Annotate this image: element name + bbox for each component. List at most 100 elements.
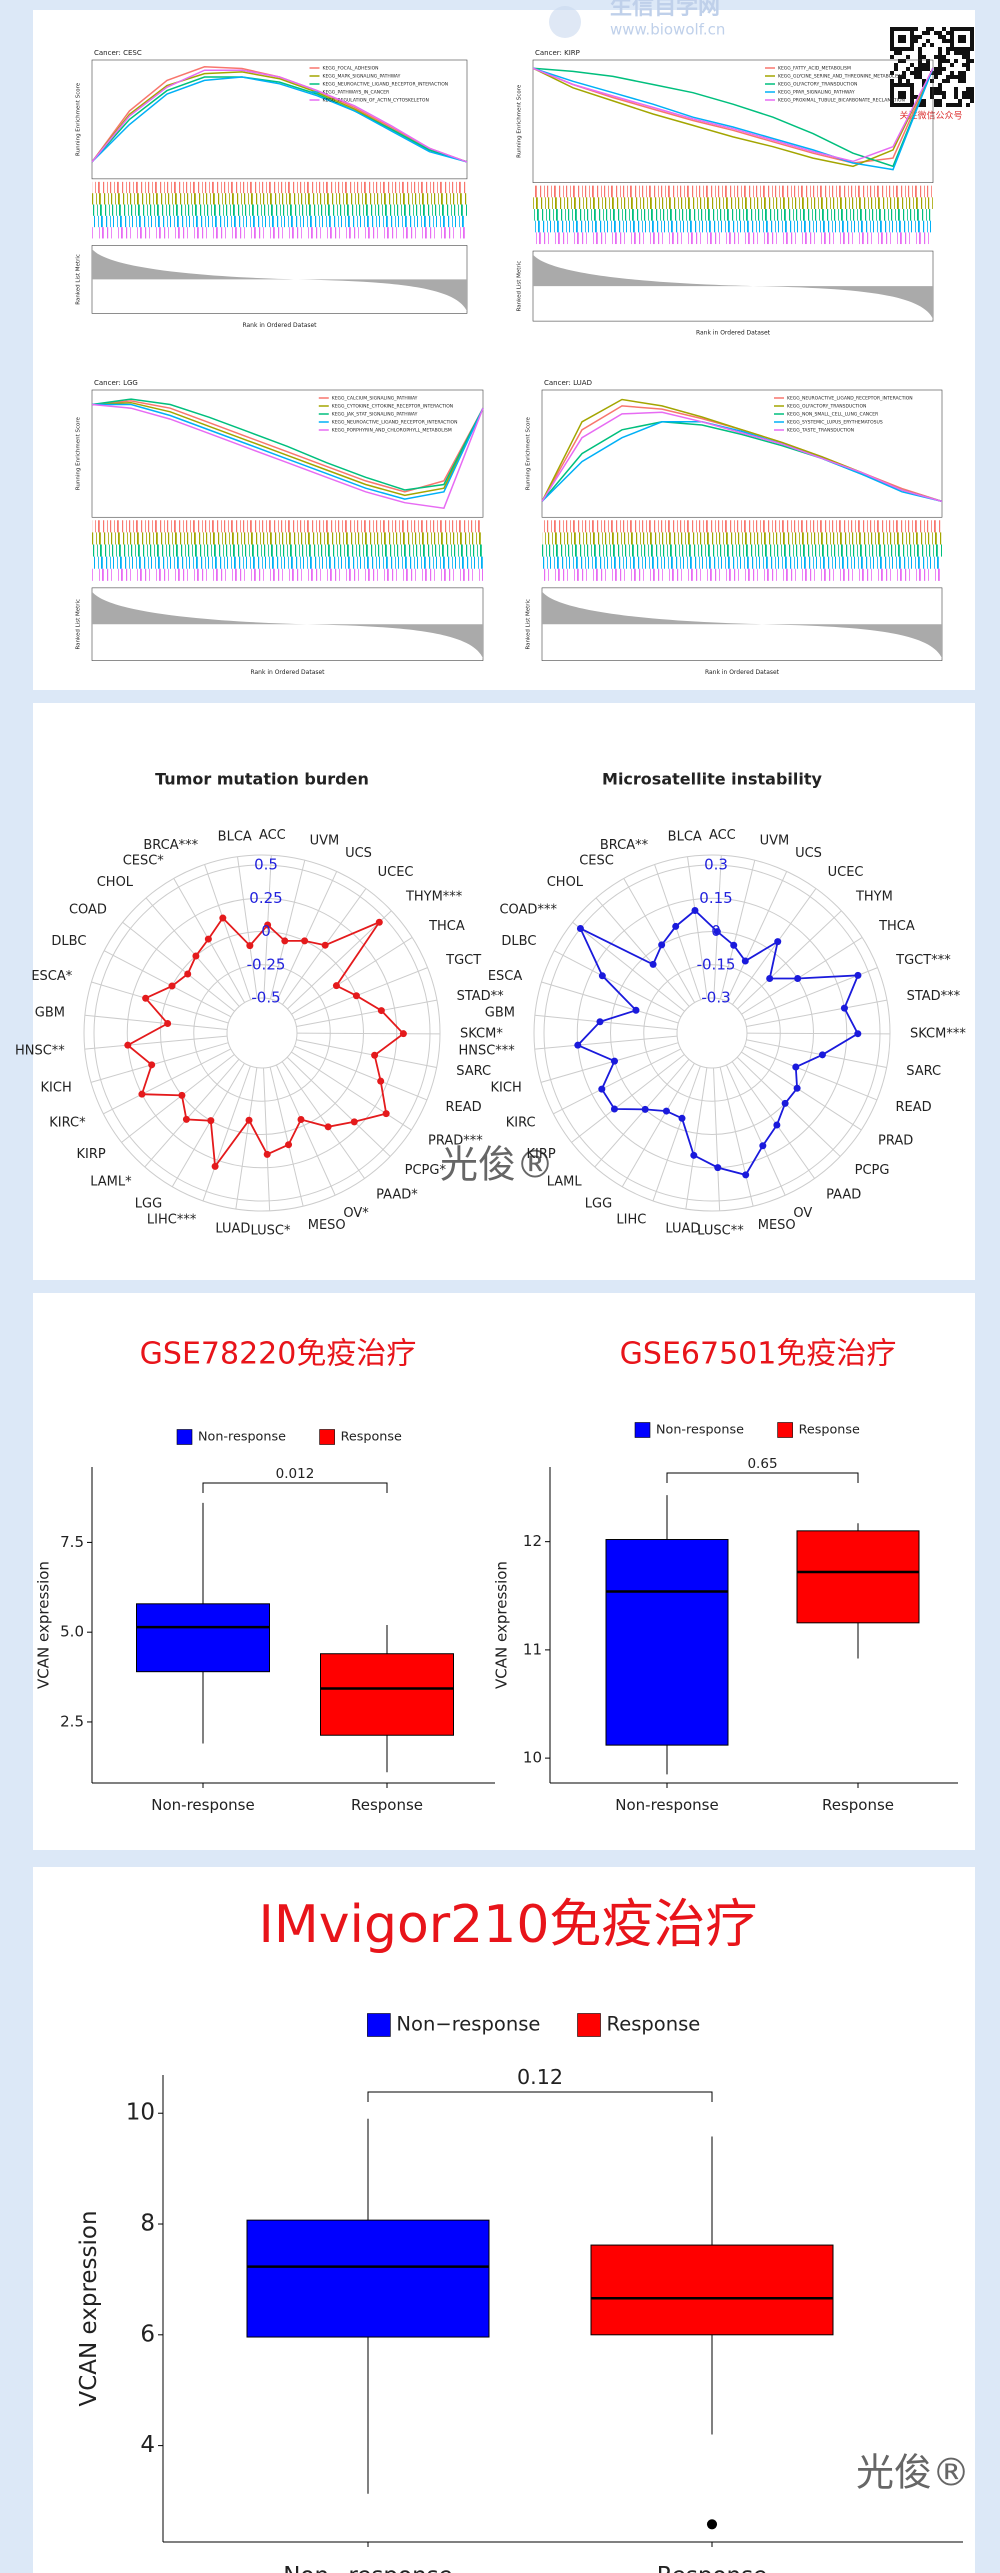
radar-line [126,916,405,1169]
radar-point [759,1142,767,1150]
legend-label: KEGG_TASTE_TRANSDUCTION [787,428,854,434]
legend-label: KEGG_NEUROACTIVE_LIGAND_RECEPTOR_INTERAC… [787,396,913,402]
y-axis-label: Running Enrichment Score [76,82,82,156]
x-axis-label: Rank in Ordered Dataset [705,669,780,676]
ranked-metric [92,591,483,659]
radar-point [285,1141,293,1149]
category-label: THYM [855,890,893,905]
spoke [90,1042,229,1083]
spoke [269,860,306,1000]
category-label: KIRP [77,1147,106,1162]
spoke [235,1067,258,1210]
category-label: UVM [310,833,340,848]
radar-point [598,1085,606,1093]
ranked-metric [92,248,467,312]
y-axis-label: Running Enrichment Score [526,416,532,490]
category-label: PRAD [878,1133,913,1148]
spoke [553,1048,682,1115]
radar-point [598,972,606,980]
radar-point [264,921,272,929]
hit-barcode [92,193,467,205]
radar-point [324,1123,332,1131]
chart-title: IMvigor210免疫治疗 [259,1895,758,1955]
radar-point [840,1004,848,1012]
y-tick-label: 2.5 [60,1712,84,1730]
spoke [534,1014,678,1031]
radar-point [178,1091,186,1099]
radar-point [164,1020,172,1028]
qr-code [888,25,975,108]
radar-point [632,1006,640,1014]
legend-swatch [176,1429,193,1445]
radar-point [382,1110,390,1118]
legend-label: KEGG_NEUROACTIVE_LIGAND_RECEPTOR_INTERAC… [323,82,449,88]
category-label: DLBC [501,934,536,949]
spoke [623,878,696,1003]
legend-label: Non−response [396,2013,540,2036]
legend-label: Response [607,2013,701,2036]
grid-circle [576,897,848,1169]
hit-barcode [92,556,483,569]
category-label: PCPG* [405,1163,447,1178]
category-label: PRAD*** [428,1133,483,1148]
legend-label: KEGG_SYSTEMIC_LUPUS_ERYTHEMATOSUS [787,420,883,426]
ranked-metric [542,591,942,659]
box-panel [33,1867,975,2573]
radar-point [245,1116,253,1124]
spoke [291,937,413,1015]
spoke [296,1039,437,1069]
y-tick-label: 6 [140,2321,155,2347]
radar-line [576,909,860,1176]
grid-outer [83,854,441,1212]
radar-point [713,928,721,936]
radar-point [691,907,699,915]
es-line [91,398,484,491]
hit-barcode [542,532,942,545]
category-label: CHOL [97,875,134,890]
category-label: HNSC*** [458,1043,515,1058]
category-label: SKCM* [460,1026,503,1041]
spoke [534,1035,678,1050]
es-line [92,403,484,500]
category-label: ACC [259,828,286,843]
hit-barcode [92,520,483,533]
hit-barcode [92,544,483,557]
grid-circle [126,897,398,1169]
watermark-name: 生信自学网 [610,0,720,20]
hit-barcode [92,215,467,228]
radar-point [641,1105,649,1113]
y-tick-label: 12 [523,1532,542,1550]
legend-label: KEGG_PROXIMAL_TUBULE_BICARBONATE_RECLAMA… [778,98,905,104]
radar-point [297,1115,305,1123]
grid-circle [543,864,881,1202]
category-label: KIRC [506,1115,536,1130]
radar-point [854,971,862,979]
y-axis-label: VCAN expression [76,2210,102,2406]
radar-point [730,941,738,949]
legend-swatch [577,2013,601,2037]
spoke [202,1065,251,1202]
category-label: LUSC** [697,1223,744,1238]
radar-point [301,937,309,945]
r-tick-label: -0.15 [697,955,736,973]
category-label: LUAD [665,1221,700,1236]
legend-label: KEGG_FOCAL_ADHESION [323,66,379,72]
spoke [687,856,708,999]
spoke [719,1066,754,1207]
category-label: UCS [345,846,372,861]
legend-label: Non-response [198,1430,286,1445]
category-label: COAD [69,902,107,917]
spoke [91,981,229,1024]
spoke [737,910,842,1010]
spoke [712,1067,721,1211]
spoke [719,860,756,1000]
radar-point [741,957,749,965]
legend-label: KEGG_GLYCINE_SERINE_AND_THREONINE_METABO… [778,74,903,80]
category-label: READ [445,1100,481,1115]
category-label: UVM [760,833,790,848]
category-label: ESCA* [31,969,72,984]
radar-point [148,1061,156,1069]
grid-outer [533,854,891,1212]
category-label: LIHC*** [147,1212,197,1227]
